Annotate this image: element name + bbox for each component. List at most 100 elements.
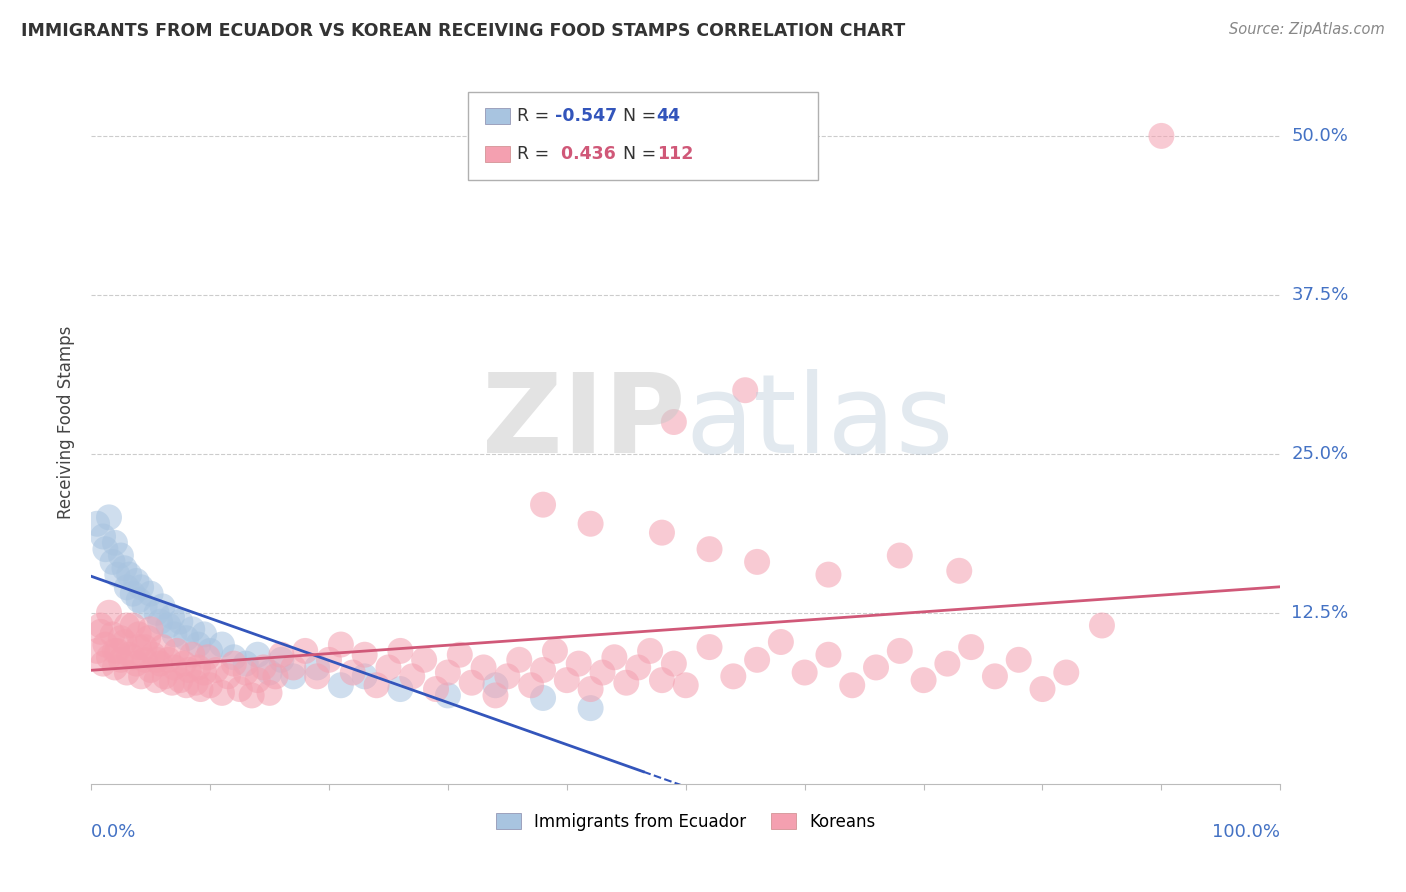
Point xyxy=(90,624,112,639)
Point xyxy=(187,660,209,674)
Point xyxy=(235,657,257,671)
Point xyxy=(389,644,412,658)
Point xyxy=(520,678,543,692)
Point xyxy=(531,498,554,512)
Point xyxy=(98,510,121,524)
Point xyxy=(1091,618,1114,632)
Point xyxy=(699,640,721,654)
Point xyxy=(134,640,156,654)
Point xyxy=(94,542,117,557)
Point xyxy=(160,609,183,624)
Text: N =: N = xyxy=(623,107,662,125)
Point xyxy=(889,644,911,658)
Text: -0.547: -0.547 xyxy=(555,107,617,125)
Point xyxy=(136,631,159,645)
Text: 100.0%: 100.0% xyxy=(1212,823,1281,841)
Point xyxy=(270,653,292,667)
Point xyxy=(627,660,650,674)
Point xyxy=(184,675,207,690)
Point xyxy=(425,681,447,696)
Point xyxy=(342,665,364,680)
Text: 25.0%: 25.0% xyxy=(1292,445,1348,463)
Point xyxy=(531,690,554,705)
Point xyxy=(115,618,138,632)
Point xyxy=(157,653,180,667)
Text: atlas: atlas xyxy=(686,368,955,475)
Point xyxy=(121,650,143,665)
Point xyxy=(110,549,132,563)
Point xyxy=(723,669,745,683)
Point xyxy=(508,653,530,667)
Point xyxy=(205,663,228,677)
Point xyxy=(222,657,245,671)
Point xyxy=(460,675,482,690)
Point xyxy=(129,580,152,594)
Point xyxy=(145,653,167,667)
Point xyxy=(134,599,156,614)
Point xyxy=(121,587,143,601)
Point xyxy=(318,653,340,667)
Point xyxy=(984,669,1007,683)
Point xyxy=(104,660,127,674)
Text: ZIP: ZIP xyxy=(482,368,686,475)
Point xyxy=(235,665,257,680)
Point xyxy=(793,665,815,680)
Point xyxy=(614,675,637,690)
Point xyxy=(129,669,152,683)
Point xyxy=(149,657,172,671)
Text: 50.0%: 50.0% xyxy=(1292,127,1348,145)
Point xyxy=(118,648,141,662)
Point xyxy=(198,644,221,658)
Point xyxy=(283,669,305,683)
Point xyxy=(745,653,768,667)
Point xyxy=(104,536,127,550)
Point xyxy=(366,678,388,692)
Point xyxy=(177,663,200,677)
Point xyxy=(496,669,519,683)
Point xyxy=(603,650,626,665)
Text: 112: 112 xyxy=(657,145,693,163)
Point xyxy=(699,542,721,557)
Point xyxy=(169,615,191,629)
Point xyxy=(579,516,602,531)
Point xyxy=(270,648,292,662)
Text: Source: ZipAtlas.com: Source: ZipAtlas.com xyxy=(1229,22,1385,37)
Point xyxy=(187,638,209,652)
Point xyxy=(889,549,911,563)
Point xyxy=(484,678,506,692)
Point xyxy=(936,657,959,671)
Text: 12.5%: 12.5% xyxy=(1292,604,1348,622)
Point xyxy=(160,675,183,690)
Point xyxy=(264,669,287,683)
Point xyxy=(134,653,156,667)
Point xyxy=(110,653,132,667)
Point xyxy=(128,627,150,641)
Point xyxy=(948,564,970,578)
Point xyxy=(437,665,460,680)
Point xyxy=(173,657,195,671)
Point xyxy=(1008,653,1031,667)
Point xyxy=(449,648,471,662)
Point xyxy=(91,657,114,671)
Point xyxy=(145,606,167,620)
Point xyxy=(307,660,329,674)
Point xyxy=(105,567,128,582)
Point xyxy=(139,622,162,636)
Point xyxy=(193,627,215,641)
Point xyxy=(377,660,399,674)
Point xyxy=(125,574,148,588)
Point xyxy=(101,627,124,641)
Point xyxy=(181,648,204,662)
Point xyxy=(121,618,143,632)
Point xyxy=(817,567,839,582)
Point xyxy=(163,660,186,674)
Point xyxy=(163,627,186,641)
Point xyxy=(128,640,150,654)
Point xyxy=(190,681,212,696)
Point xyxy=(662,657,685,671)
Point xyxy=(101,555,124,569)
Point xyxy=(125,657,148,671)
Point xyxy=(484,689,506,703)
Point xyxy=(865,660,887,674)
Point xyxy=(139,663,162,677)
